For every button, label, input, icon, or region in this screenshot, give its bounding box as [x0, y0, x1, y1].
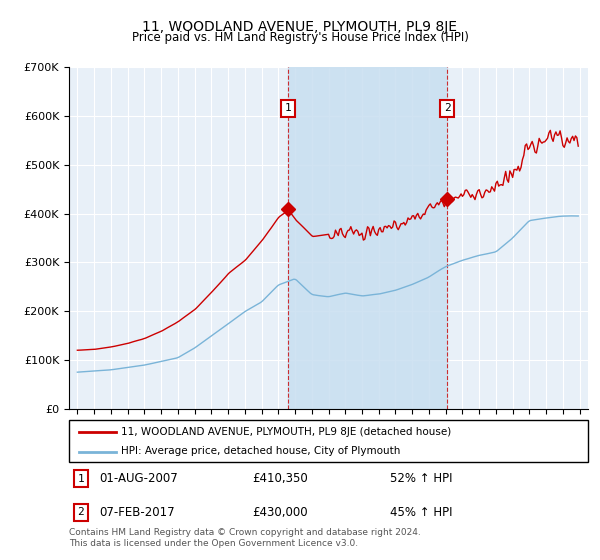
Text: 2: 2 [77, 507, 85, 517]
Text: £410,350: £410,350 [252, 472, 308, 486]
Text: 2: 2 [444, 103, 451, 113]
Text: 11, WOODLAND AVENUE, PLYMOUTH, PL9 8JE: 11, WOODLAND AVENUE, PLYMOUTH, PL9 8JE [143, 20, 458, 34]
Text: 45% ↑ HPI: 45% ↑ HPI [390, 506, 452, 519]
Text: 11, WOODLAND AVENUE, PLYMOUTH, PL9 8JE (detached house): 11, WOODLAND AVENUE, PLYMOUTH, PL9 8JE (… [121, 427, 451, 437]
Bar [288, 67, 447, 409]
FancyBboxPatch shape [69, 420, 588, 462]
Text: 52% ↑ HPI: 52% ↑ HPI [390, 472, 452, 486]
Text: Contains HM Land Registry data © Crown copyright and database right 2024.
This d: Contains HM Land Registry data © Crown c… [69, 528, 421, 548]
Text: 1: 1 [77, 474, 85, 484]
Text: 07-FEB-2017: 07-FEB-2017 [99, 506, 175, 519]
Text: £430,000: £430,000 [252, 506, 308, 519]
Text: Price paid vs. HM Land Registry's House Price Index (HPI): Price paid vs. HM Land Registry's House … [131, 31, 469, 44]
Text: HPI: Average price, detached house, City of Plymouth: HPI: Average price, detached house, City… [121, 446, 400, 456]
Text: 1: 1 [284, 103, 292, 113]
Text: 01-AUG-2007: 01-AUG-2007 [99, 472, 178, 486]
